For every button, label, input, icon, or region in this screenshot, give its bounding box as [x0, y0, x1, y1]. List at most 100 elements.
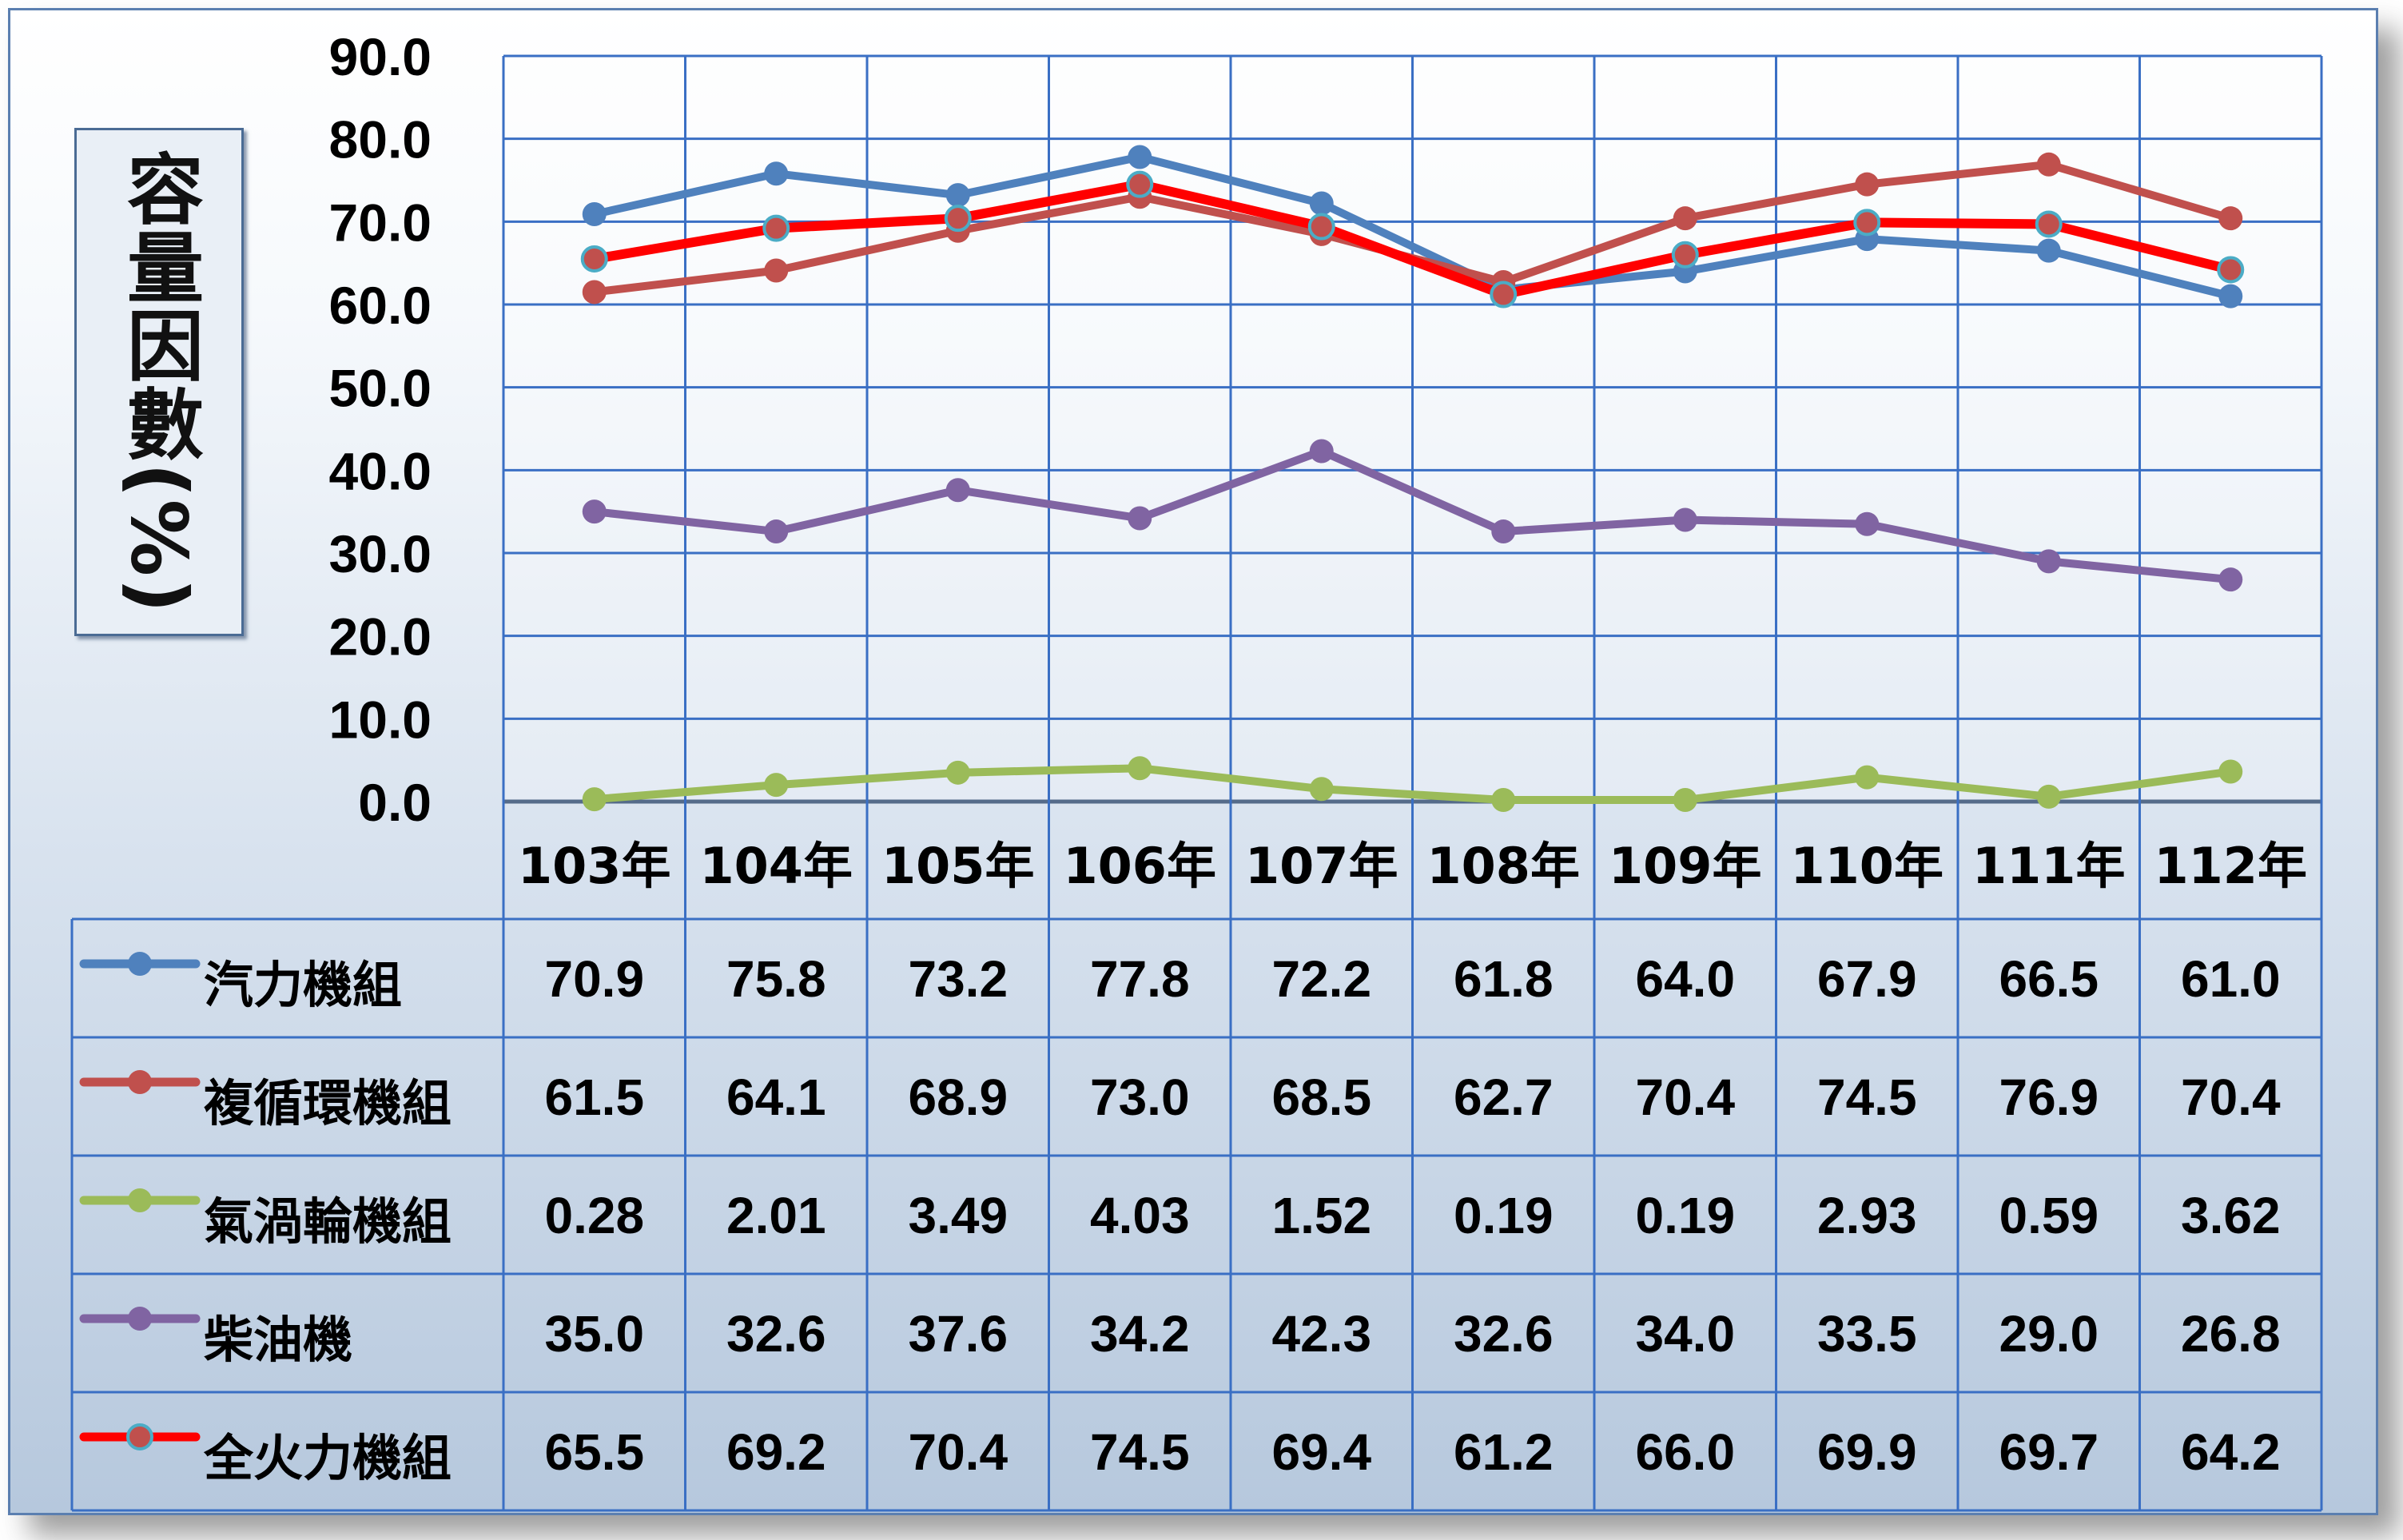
data-point	[1490, 281, 1518, 308]
data-point	[945, 478, 970, 503]
data-point	[1491, 519, 1516, 544]
legend-key-marker	[128, 1188, 152, 1212]
table-cell-value: 68.5	[1271, 1068, 1371, 1126]
data-point	[1673, 788, 1697, 813]
x-category-label: 108年	[1427, 837, 1580, 895]
series-name: 複循環機組	[204, 1074, 452, 1132]
legend-key-marker	[128, 952, 152, 976]
chart-frame: 容量因數(%)	[8, 8, 2378, 1515]
series-line	[589, 179, 2236, 300]
table-cell-value: 32.6	[726, 1305, 826, 1363]
table-cell-value: 70.4	[1635, 1068, 1735, 1126]
data-point	[945, 183, 970, 208]
data-point	[764, 161, 789, 186]
x-category-label: 105年	[881, 837, 1034, 895]
table-cell-value: 72.2	[1271, 950, 1371, 1008]
table-cell-value: 35.0	[544, 1305, 644, 1363]
y-tick-label: 80.0	[329, 110, 432, 169]
table-cell-value: 34.2	[1090, 1305, 1190, 1363]
table-cell-value: 69.7	[1999, 1423, 2099, 1481]
table-cell-value: 37.6	[908, 1305, 1008, 1363]
data-point	[2218, 567, 2243, 592]
data-point	[2217, 256, 2245, 284]
data-point	[762, 214, 790, 242]
data-point	[1307, 213, 1335, 241]
series-3	[582, 756, 2243, 813]
table-cell-value: 29.0	[1999, 1305, 2099, 1363]
data-point	[944, 205, 972, 233]
x-category-label: 111年	[1972, 837, 2125, 895]
y-tick-label: 0.0	[358, 773, 432, 832]
data-point	[1671, 241, 1699, 269]
y-tick-label: 20.0	[329, 607, 432, 667]
table-cell-value: 64.0	[1635, 950, 1735, 1008]
table-cell-value: 1.52	[1271, 1187, 1371, 1244]
table-cell-value: 66.0	[1635, 1423, 1735, 1481]
table-cell-value: 65.5	[544, 1423, 644, 1481]
data-point	[1309, 777, 1334, 802]
table-cell-value: 64.1	[726, 1068, 826, 1126]
data-point	[1855, 765, 1880, 790]
table-cell-value: 74.5	[1817, 1068, 1917, 1126]
x-category-label: 106年	[1064, 837, 1216, 895]
table-cell-value: 26.8	[2181, 1305, 2281, 1363]
x-category-label: 112年	[2154, 837, 2307, 895]
data-point	[764, 519, 789, 544]
table-cell-value: 0.19	[1635, 1187, 1735, 1244]
table-cell-value: 42.3	[1271, 1305, 1371, 1363]
x-category-label: 107年	[1245, 837, 1398, 895]
data-point	[1309, 191, 1334, 216]
table-cell-value: 68.9	[908, 1068, 1008, 1126]
table-cell-value: 34.0	[1635, 1305, 1735, 1363]
series-name: 全火力機組	[203, 1429, 452, 1487]
data-point	[1853, 209, 1881, 237]
data-point	[1126, 170, 1154, 198]
x-category-label: 110年	[1791, 837, 1943, 895]
y-axis-title-box: 容量因數(%)	[74, 128, 244, 636]
data-point	[1855, 511, 1880, 536]
data-point	[1128, 756, 1152, 781]
x-category-label: 103年	[518, 837, 670, 895]
legend-key-marker	[128, 1307, 152, 1331]
data-point	[2218, 206, 2243, 231]
data-point	[1855, 172, 1880, 197]
data-point	[2036, 152, 2061, 177]
data-table: 103年 104年 105年 106年 107年 108年 109年 110年 111年 112年…	[70, 837, 2321, 1512]
series-layer	[580, 145, 2245, 813]
table-cell-value: 0.19	[1454, 1187, 1554, 1244]
table-cell-value: 76.9	[1999, 1068, 2099, 1126]
table-cell-value: 64.2	[2181, 1423, 2281, 1481]
data-point	[580, 245, 608, 273]
table-cell-value: 62.7	[1454, 1068, 1554, 1126]
data-point	[1128, 506, 1152, 531]
data-point	[2036, 784, 2061, 809]
table-cell-value: 32.6	[1454, 1305, 1554, 1363]
series-name: 氣渦輪機組	[204, 1192, 452, 1251]
table-cell-value: 70.4	[2181, 1068, 2281, 1126]
table-cell-value: 73.2	[908, 950, 1008, 1008]
table-cell-value: 4.03	[1090, 1187, 1190, 1244]
table-cell-value: 61.5	[544, 1068, 644, 1126]
data-point	[945, 760, 970, 785]
data-point	[1309, 439, 1334, 464]
table-cell-value: 33.5	[1817, 1305, 1917, 1363]
table-cell-value: 2.93	[1817, 1187, 1917, 1244]
table-cell-value: 61.2	[1454, 1423, 1554, 1481]
y-tick-label: 90.0	[329, 27, 432, 86]
table-cell-value: 70.4	[908, 1423, 1008, 1481]
y-axis-title: 容量因數(%)	[113, 149, 204, 615]
data-point	[1673, 206, 1697, 231]
data-point	[582, 202, 607, 227]
series-4	[582, 439, 2243, 592]
table-cell-value: 77.8	[1090, 950, 1190, 1008]
table-cell-value: 70.9	[544, 950, 644, 1008]
table-cell-value: 2.01	[726, 1187, 826, 1244]
data-point	[2036, 238, 2061, 263]
table-cell-value: 0.28	[544, 1187, 644, 1244]
y-tick-label: 50.0	[329, 359, 432, 418]
table-cell-value: 0.59	[1999, 1187, 2099, 1244]
data-point	[1491, 788, 1516, 813]
data-point	[582, 787, 607, 812]
series-line	[590, 447, 2235, 584]
